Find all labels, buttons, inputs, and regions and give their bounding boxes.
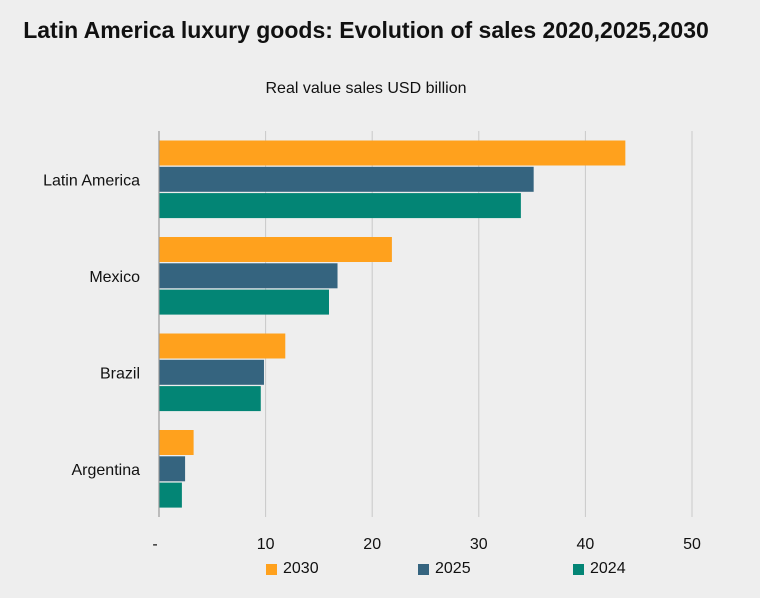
legend: 2030 2025 2024: [0, 560, 760, 582]
bar: [159, 456, 186, 482]
bar: [159, 333, 286, 359]
x-tick-label: 40: [577, 536, 595, 553]
bar: [159, 430, 194, 455]
legend-swatch: [573, 563, 584, 575]
legend-item: 2030: [266, 560, 319, 578]
x-tick-label: 10: [257, 536, 275, 553]
category-label: Mexico: [89, 269, 140, 286]
x-tick-label: 30: [470, 536, 488, 553]
legend-swatch: [418, 563, 429, 575]
bar: [159, 263, 338, 289]
legend-label: 2024: [590, 560, 626, 577]
legend-label: 2025: [435, 560, 471, 577]
legend-swatch: [266, 563, 277, 575]
legend-label: 2030: [283, 560, 319, 577]
bar: [159, 166, 534, 192]
x-tick-label: 20: [363, 536, 381, 553]
category-label: Latin America: [43, 172, 140, 189]
chart-subtitle: Real value sales USD billion: [265, 80, 467, 97]
bar: [159, 289, 329, 315]
chart-title: Latin America luxury goods: Evolution of…: [23, 17, 709, 43]
bar: [159, 237, 392, 262]
legend-item: 2025: [418, 560, 471, 578]
category-label: Brazil: [100, 365, 140, 382]
category-label: Argentina: [72, 462, 141, 479]
x-tick-label: 50: [683, 536, 701, 553]
bar: [159, 140, 626, 166]
bar: [159, 193, 521, 219]
bar: [159, 359, 264, 385]
x-tick-label: -: [152, 536, 157, 553]
bar: [159, 482, 182, 508]
bar: [159, 386, 261, 412]
legend-item: 2024: [573, 560, 626, 578]
